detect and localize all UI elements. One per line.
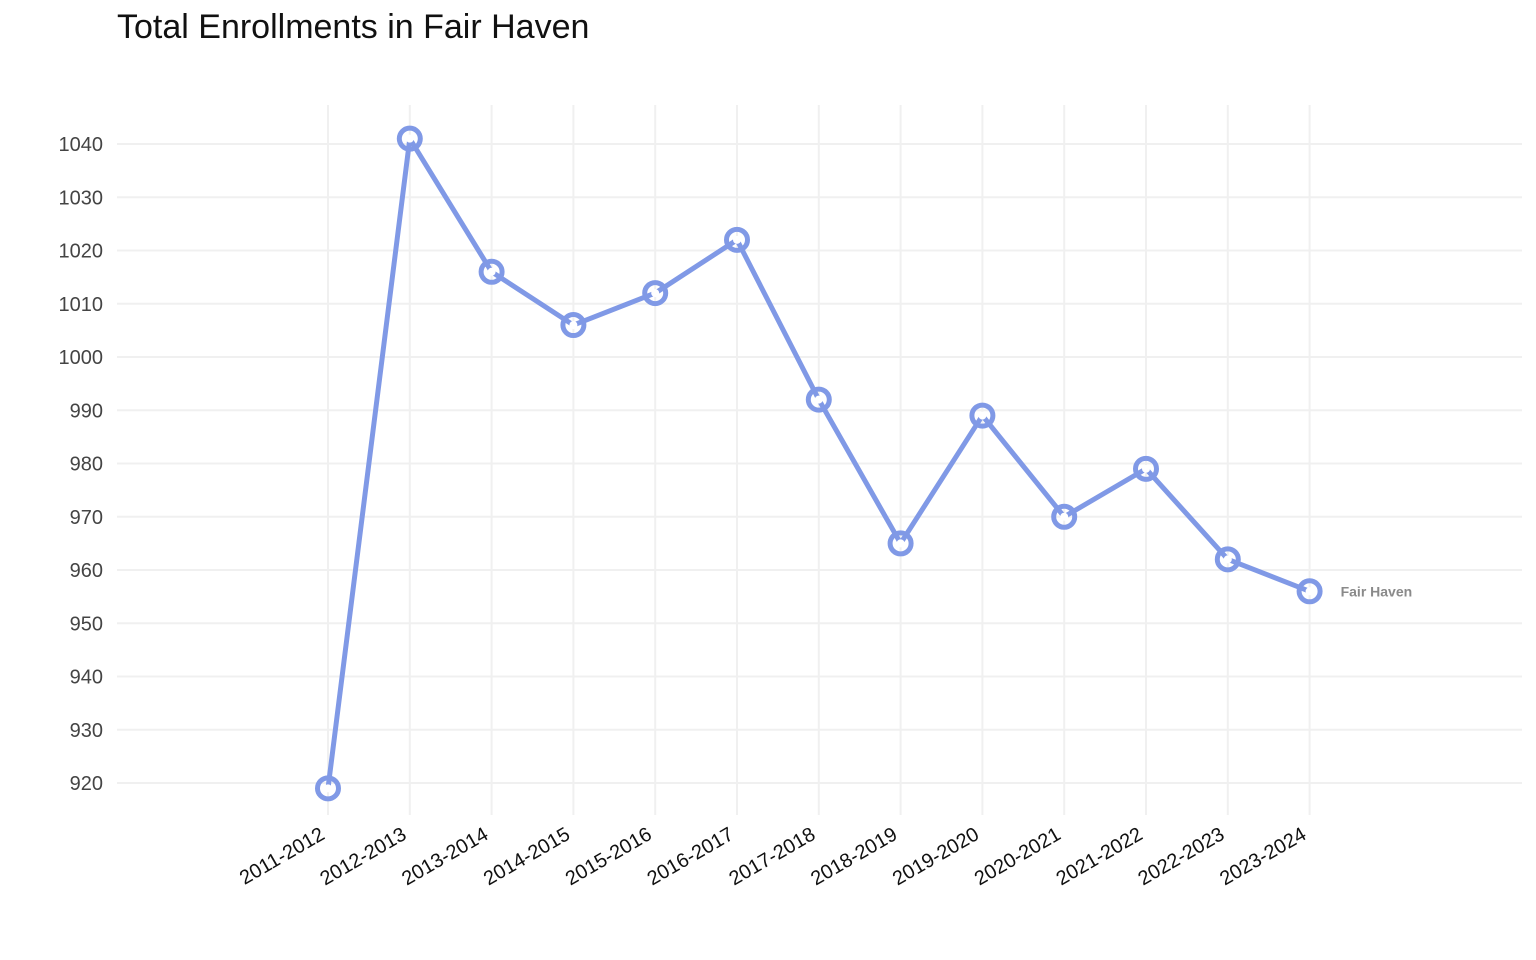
y-tick-label: 980 xyxy=(70,454,103,476)
data-point-center xyxy=(1060,512,1069,521)
y-tick-label: 1010 xyxy=(59,294,104,316)
data-point-center xyxy=(651,289,660,298)
x-tick-label: 2013-2014 xyxy=(398,823,492,890)
series-end-label: Fair Haven xyxy=(1341,583,1413,599)
data-point-center xyxy=(569,321,578,330)
data-point xyxy=(1214,546,1241,573)
x-tick-label: 2018-2019 xyxy=(807,823,901,890)
series-end-labels: Fair Haven xyxy=(1341,583,1413,599)
y-tick-label: 950 xyxy=(70,613,103,635)
x-axis-ticks: 2011-20122012-20132013-20142014-20152015… xyxy=(236,823,1310,890)
chart-title: Total Enrollments in Fair Haven xyxy=(117,8,590,46)
data-point xyxy=(969,402,996,429)
y-axis-ticks: 920 930 940 950 960 970 980 990 1000 1010 1020 1030… xyxy=(59,134,104,795)
data-point xyxy=(396,125,423,152)
x-tick-label: 2014-2015 xyxy=(480,823,574,890)
grid-lines xyxy=(117,105,1522,815)
x-tick-label: 2012-2013 xyxy=(316,823,410,890)
data-point xyxy=(560,312,587,339)
x-tick-label: 2022-2023 xyxy=(1134,823,1228,890)
y-tick-label: 920 xyxy=(70,773,103,795)
x-tick-label: 2023-2024 xyxy=(1216,823,1310,890)
x-tick-label: 2017-2018 xyxy=(725,823,819,890)
series-fair-haven xyxy=(315,125,1323,802)
data-point xyxy=(478,258,505,285)
y-tick-label: 1040 xyxy=(59,134,104,156)
y-tick-label: 940 xyxy=(70,667,103,689)
x-tick-label: 2019-2020 xyxy=(889,823,983,890)
data-point-center xyxy=(1142,464,1150,473)
data-point xyxy=(642,280,669,307)
y-tick-label: 1000 xyxy=(59,347,104,369)
x-tick-label: 2015-2016 xyxy=(562,823,656,890)
data-point xyxy=(1296,578,1323,605)
data-point-center xyxy=(978,411,987,420)
y-tick-label: 930 xyxy=(70,720,103,742)
data-point xyxy=(315,775,341,802)
data-point-center xyxy=(896,539,905,548)
data-point xyxy=(805,386,832,413)
data-point-center xyxy=(324,784,332,793)
y-tick-label: 960 xyxy=(70,560,103,582)
data-point-center xyxy=(405,134,414,143)
data-point-center xyxy=(1305,587,1314,596)
y-tick-label: 1030 xyxy=(59,187,104,209)
data-point xyxy=(1051,503,1078,530)
data-point xyxy=(1133,455,1159,482)
data-point-center xyxy=(733,235,741,244)
x-tick-label: 2011-2012 xyxy=(236,823,329,889)
x-tick-label: 2021-2022 xyxy=(1053,823,1147,890)
data-point-center xyxy=(814,395,823,404)
data-point-center xyxy=(487,267,496,276)
data-point xyxy=(887,530,914,557)
x-tick-label: 2020-2021 xyxy=(971,823,1065,890)
x-tick-label: 2016-2017 xyxy=(644,823,738,890)
data-point xyxy=(724,226,750,253)
y-tick-label: 1020 xyxy=(59,241,104,263)
y-tick-label: 990 xyxy=(70,400,103,422)
y-tick-label: 970 xyxy=(70,507,103,529)
data-point-center xyxy=(1223,555,1232,564)
